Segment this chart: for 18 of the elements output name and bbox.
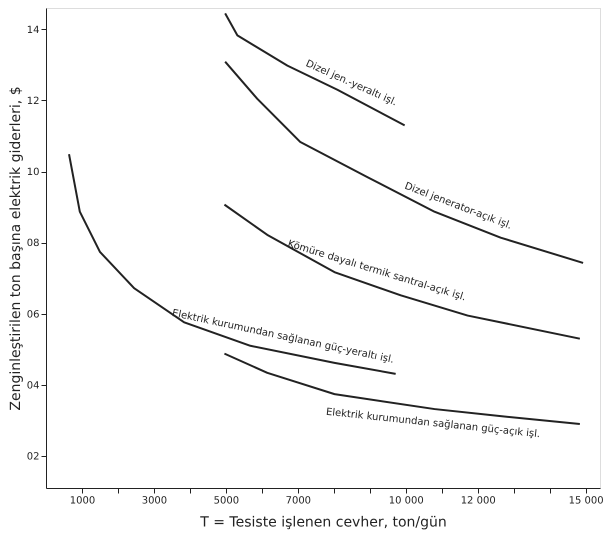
y-tick-label: 06 (26, 309, 40, 320)
y-tick-label: 08 (26, 238, 40, 250)
y-tick-label: 04 (26, 380, 40, 392)
y-tick-label: 14 (26, 24, 40, 36)
annotation: Elektrik kurumundan sağlanan güç-açık işl. (325, 406, 541, 440)
x-tick-label: 12 000 (460, 496, 496, 506)
x-tick-label: 3000 (142, 496, 168, 506)
y-axis-title: Zenginleştirilen ton başına elektrik giderleri, $ (8, 86, 24, 411)
x-tick-label: 7000 (286, 496, 312, 506)
x-tick-label: 15 000 (568, 496, 604, 506)
x-tick-label: 1000 (70, 496, 96, 506)
y-tick-label: 12 (26, 96, 40, 107)
y-tick-label: 10 (26, 167, 40, 178)
x-tick-label: 5000 (214, 496, 240, 506)
y-tick-label: 02 (26, 452, 40, 462)
line-series (224, 12, 406, 126)
x-tick-label: 10 000 (388, 496, 424, 506)
x-axis-title: T = Tesiste işlenen cevher, ton/gün (199, 514, 447, 530)
